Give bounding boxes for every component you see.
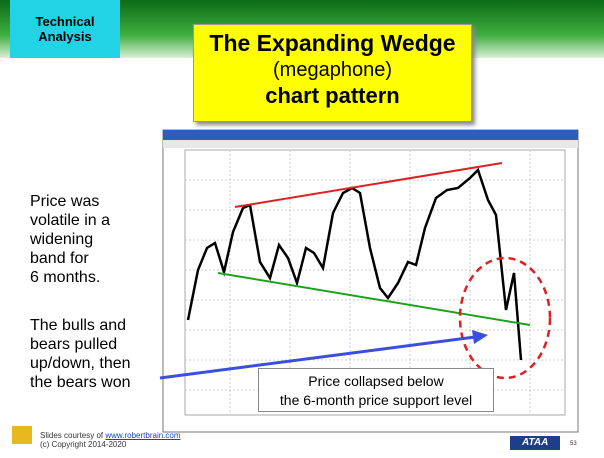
note-line: up/down, then xyxy=(30,355,131,372)
note-line: The bulls and xyxy=(30,317,127,334)
logo: ATAA xyxy=(522,437,549,448)
callout-line: the 6-month price support level xyxy=(279,392,473,408)
note: The bulls and bears pulled up/down, then… xyxy=(30,316,131,392)
note-line: widening xyxy=(30,231,94,248)
footer-credit: Slides courtesy of www.robertbrain.com (… xyxy=(40,431,181,449)
note-line: Price was xyxy=(30,193,100,210)
callout-line: Price collapsed below xyxy=(308,373,444,389)
tag-line: Technical xyxy=(35,14,95,29)
note-line: volatile in a xyxy=(30,212,111,229)
note-line: bears pulled xyxy=(30,336,118,353)
subtitle: (megaphone) xyxy=(273,59,392,81)
window-toolbar xyxy=(163,140,578,148)
note-line: 6 months. xyxy=(30,269,101,286)
page-number: 53 xyxy=(570,441,577,447)
arrow-shaft xyxy=(159,335,476,380)
title: The Expanding Wedge xyxy=(209,30,456,56)
callout: Price collapsed below the 6-month price … xyxy=(258,368,494,412)
resistance-line xyxy=(234,162,503,208)
tag-line: Analysis xyxy=(38,29,92,44)
note-line: band for xyxy=(30,250,89,267)
title-box: The Expanding Wedge (megaphone) chart pa… xyxy=(193,24,472,122)
note: Price was volatile in a widening band fo… xyxy=(30,192,110,287)
logo-box xyxy=(510,436,560,450)
copyright: (c) Copyright 2014-2020 xyxy=(40,440,127,449)
note-line: the bears won xyxy=(30,374,131,391)
support-line xyxy=(217,272,531,326)
title-line2: chart pattern xyxy=(265,83,400,108)
window-titlebar xyxy=(163,130,578,140)
credit: Slides courtesy of xyxy=(40,431,104,440)
arrow-head xyxy=(472,330,488,344)
collapse-circle xyxy=(458,256,552,380)
link[interactable]: www.robertbrain.com xyxy=(105,431,181,440)
footer-icon xyxy=(12,426,32,444)
topic-tag: Technical Analysis xyxy=(10,0,120,58)
